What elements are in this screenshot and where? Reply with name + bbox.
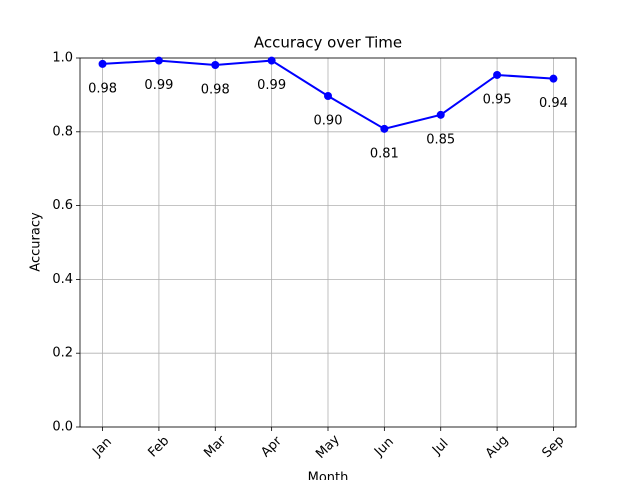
data-label: 0.99 (144, 78, 173, 93)
x-tick-label: May (313, 432, 343, 462)
y-axis-label: Accuracy (29, 212, 44, 272)
data-label: 0.98 (88, 81, 117, 96)
marker (493, 70, 502, 79)
data-label: 0.94 (539, 96, 568, 111)
chart-title: Accuracy over Time (254, 34, 402, 52)
x-tick-label: Sep (539, 433, 567, 461)
marker (154, 56, 163, 65)
x-tick-label: Jul (429, 436, 451, 458)
marker (98, 59, 107, 68)
data-label: 0.81 (370, 146, 399, 161)
x-tick-label: Jan (89, 435, 114, 460)
marker (211, 61, 220, 70)
marker (436, 110, 445, 119)
y-tick-label: 0.0 (52, 420, 73, 435)
y-tick-label: 0.2 (52, 346, 73, 361)
data-label: 0.98 (201, 83, 230, 98)
y-tick-label: 0.8 (52, 124, 73, 139)
data-label: 0.99 (257, 78, 286, 93)
x-tick-label: Aug (483, 433, 512, 462)
y-tick-label: 0.4 (52, 272, 73, 287)
data-label: 0.85 (426, 132, 455, 147)
data-label: 0.90 (314, 114, 343, 129)
marker (267, 56, 276, 65)
x-tick-label: Mar (201, 433, 229, 461)
marker (380, 124, 389, 133)
x-axis-label: Month (308, 471, 349, 480)
y-tick-label: 1.0 (52, 51, 73, 66)
plot-frame (79, 57, 577, 428)
x-tick-label: Apr (258, 433, 285, 460)
x-tick-label: Jun (371, 435, 397, 461)
data-label: 0.95 (483, 92, 512, 107)
x-tick-label: Feb (145, 434, 172, 461)
marker (324, 92, 332, 101)
y-tick-label: 0.6 (52, 198, 73, 213)
marker (549, 74, 558, 83)
